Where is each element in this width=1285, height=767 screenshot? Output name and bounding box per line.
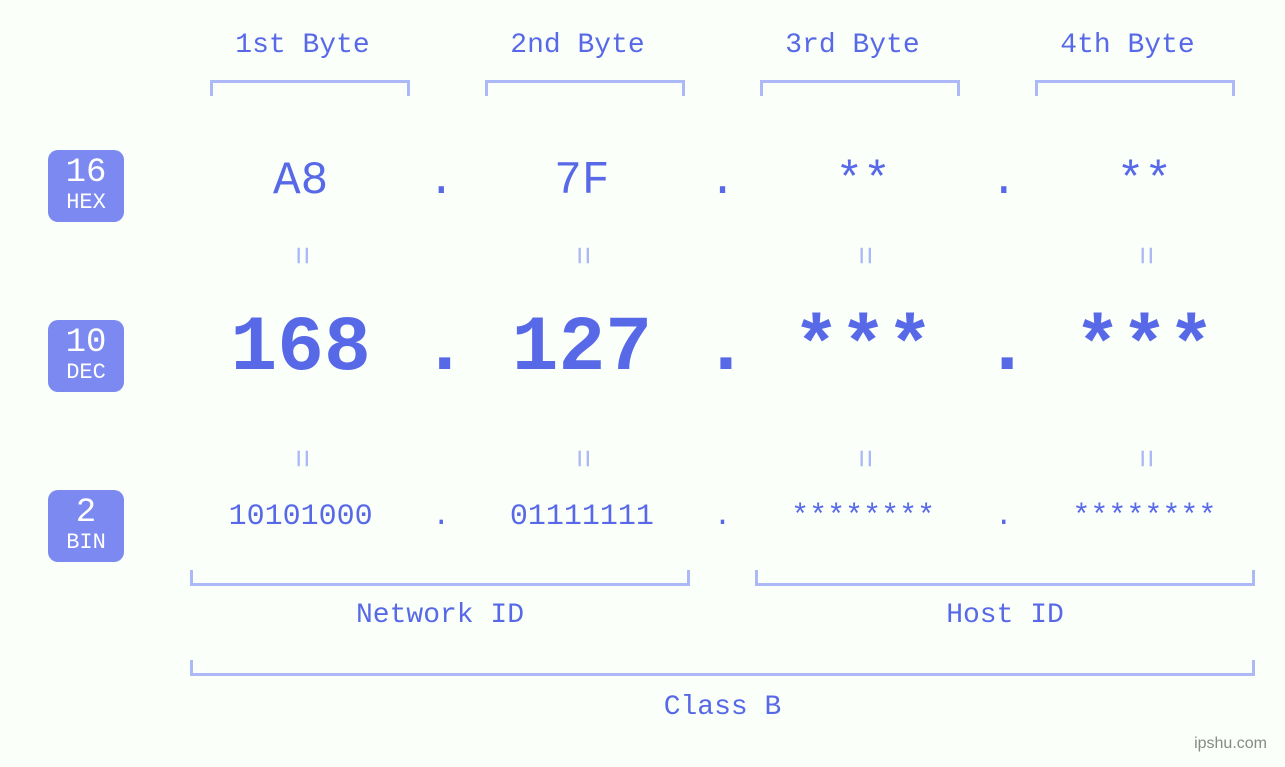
bin-badge: 2 BIN [48, 490, 124, 562]
network-label: Network ID [190, 600, 690, 631]
class-label: Class B [190, 692, 1255, 723]
hex-badge: 16 HEX [48, 150, 124, 222]
ip-address-diagram: 1st Byte 2nd Byte 3rd Byte 4th Byte 16 H… [0, 0, 1285, 767]
host-label: Host ID [755, 600, 1255, 631]
dec-badge: 10 DEC [48, 320, 124, 392]
hex-dot-3: . [984, 155, 1024, 207]
hex-badge-num: 16 [48, 156, 124, 190]
hex-dot-1: . [421, 155, 461, 207]
byte-header-3: 3rd Byte [735, 30, 970, 61]
hex-row: A8 . 7F . ** . ** [180, 155, 1265, 207]
bin-dot-2: . [703, 500, 743, 534]
bin-dot-1: . [421, 500, 461, 534]
equals-row-1: = = = = [180, 237, 1265, 274]
top-bracket-2 [485, 80, 685, 96]
bin-badge-num: 2 [48, 496, 124, 530]
byte-header-1: 1st Byte [185, 30, 420, 61]
hex-dot-2: . [703, 155, 743, 207]
eq-2-1: = [282, 338, 319, 579]
bin-badge-abbr: BIN [48, 532, 124, 554]
dec-row: 168 . 127 . *** . *** [180, 305, 1265, 393]
eq-2-3: = [845, 338, 882, 579]
bin-byte-4: ******** [1024, 500, 1265, 534]
eq-2-4: = [1126, 338, 1163, 579]
dec-dot-3: . [984, 305, 1024, 393]
bin-row: 10101000 . 01111111 . ******** . *******… [180, 500, 1265, 534]
top-bracket-3 [760, 80, 960, 96]
dec-badge-num: 10 [48, 326, 124, 360]
bin-byte-2: 01111111 [461, 500, 702, 534]
top-bracket-4 [1035, 80, 1235, 96]
bin-dot-3: . [984, 500, 1024, 534]
network-bracket [190, 570, 690, 586]
dec-badge-abbr: DEC [48, 362, 124, 384]
byte-header-2: 2nd Byte [460, 30, 695, 61]
equals-row-2: = = = = [180, 440, 1265, 477]
hex-badge-abbr: HEX [48, 192, 124, 214]
dec-dot-1: . [421, 305, 461, 393]
bin-byte-1: 10101000 [180, 500, 421, 534]
eq-2-2: = [563, 338, 600, 579]
dec-dot-2: . [703, 305, 743, 393]
host-bracket [755, 570, 1255, 586]
watermark: ipshu.com [1194, 735, 1267, 753]
top-bracket-1 [210, 80, 410, 96]
byte-header-4: 4th Byte [1010, 30, 1245, 61]
bin-byte-3: ******** [743, 500, 984, 534]
class-bracket [190, 660, 1255, 676]
